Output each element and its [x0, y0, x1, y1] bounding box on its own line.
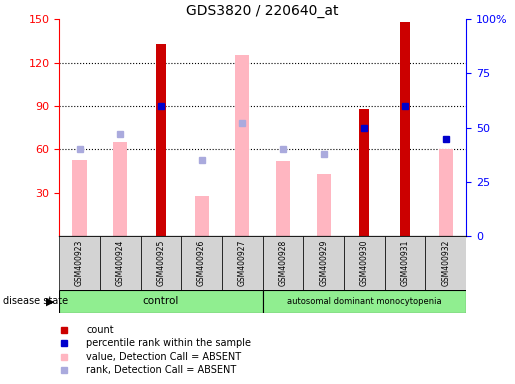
Text: value, Detection Call = ABSENT: value, Detection Call = ABSENT — [87, 352, 242, 362]
Text: GSM400926: GSM400926 — [197, 240, 206, 286]
Bar — [73, 159, 87, 236]
Bar — [181, 236, 222, 290]
Text: autosomal dominant monocytopenia: autosomal dominant monocytopenia — [287, 297, 442, 306]
Text: ▶: ▶ — [46, 296, 55, 306]
Bar — [156, 44, 166, 236]
Bar — [235, 55, 249, 236]
Bar — [385, 236, 425, 290]
Bar — [59, 290, 263, 313]
Bar — [425, 236, 466, 290]
Title: GDS3820 / 220640_at: GDS3820 / 220640_at — [186, 4, 339, 18]
Bar — [344, 236, 385, 290]
Bar — [263, 290, 466, 313]
Bar — [317, 174, 331, 236]
Bar — [303, 236, 344, 290]
Bar — [263, 236, 303, 290]
Text: percentile rank within the sample: percentile rank within the sample — [87, 338, 251, 348]
Bar — [400, 22, 410, 236]
Text: GSM400930: GSM400930 — [360, 240, 369, 286]
Text: count: count — [87, 325, 114, 335]
Bar — [276, 161, 290, 236]
Bar — [141, 236, 181, 290]
Text: GSM400929: GSM400929 — [319, 240, 328, 286]
Bar — [100, 236, 141, 290]
Text: GSM400931: GSM400931 — [401, 240, 409, 286]
Bar — [359, 109, 369, 236]
Bar — [195, 196, 209, 236]
Bar — [222, 236, 263, 290]
Bar — [113, 142, 127, 236]
Text: GSM400927: GSM400927 — [238, 240, 247, 286]
Text: disease state: disease state — [3, 296, 67, 306]
Text: GSM400932: GSM400932 — [441, 240, 450, 286]
Text: control: control — [143, 296, 179, 306]
Text: GSM400924: GSM400924 — [116, 240, 125, 286]
Bar — [59, 236, 100, 290]
Text: rank, Detection Call = ABSENT: rank, Detection Call = ABSENT — [87, 365, 237, 375]
Text: GSM400928: GSM400928 — [279, 240, 287, 286]
Text: GSM400923: GSM400923 — [75, 240, 84, 286]
Bar — [439, 149, 453, 236]
Text: GSM400925: GSM400925 — [157, 240, 165, 286]
